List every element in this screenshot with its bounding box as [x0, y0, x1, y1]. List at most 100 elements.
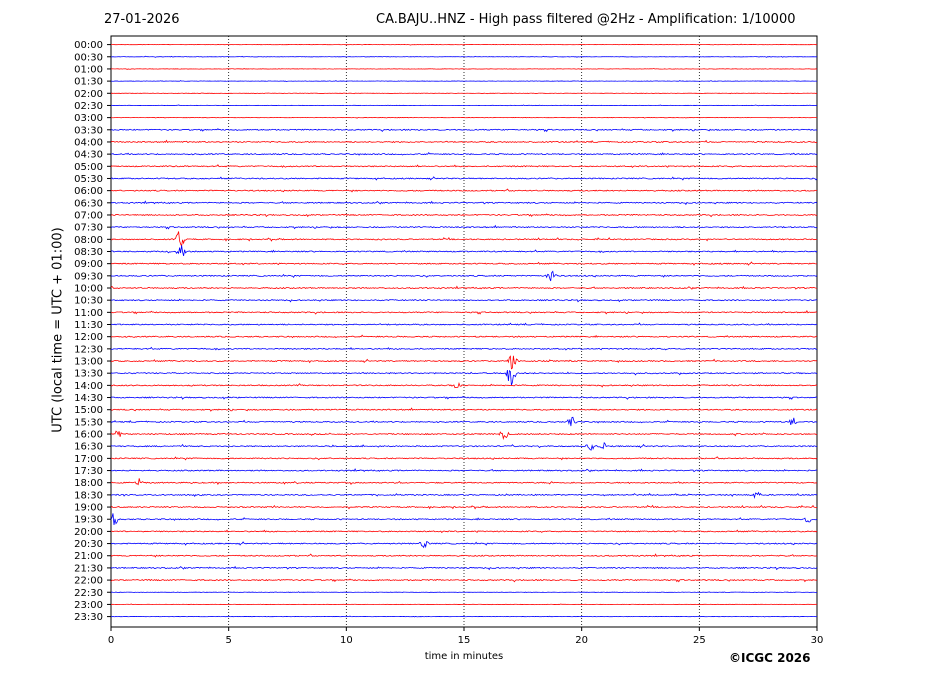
- trace-0530: [110, 176, 818, 181]
- y-tick-label: 20:30: [74, 539, 103, 550]
- trace-0200: [110, 92, 818, 95]
- y-tick-label: 14:00: [74, 381, 103, 392]
- y-tick-label: 00:30: [74, 52, 103, 63]
- trace-1630: [110, 441, 818, 451]
- y-tick-label: 10:00: [74, 284, 103, 295]
- y-tick-label: 16:30: [74, 442, 103, 453]
- trace-1030: [110, 298, 818, 303]
- trace-2200: [110, 578, 818, 583]
- y-tick-label: 00:00: [74, 40, 103, 51]
- y-tick-label: 15:00: [74, 405, 103, 416]
- y-tick-label: 16:00: [74, 430, 103, 441]
- trace-1130: [110, 322, 818, 326]
- trace-0830: [110, 245, 818, 256]
- y-tick-label: 01:30: [74, 77, 103, 88]
- y-tick-label: 08:30: [74, 247, 103, 258]
- y-tick-label: 01:00: [74, 64, 103, 75]
- y-tick-label: 06:00: [74, 186, 103, 197]
- trace-0600: [110, 188, 818, 193]
- y-tick-label: 12:30: [74, 344, 103, 355]
- trace-1300: [110, 355, 818, 370]
- y-tick-label: 17:30: [74, 466, 103, 477]
- trace-2100: [110, 553, 818, 558]
- trace-0630: [110, 200, 818, 206]
- trace-1330: [110, 370, 818, 386]
- trace-0900: [110, 261, 818, 266]
- trace-1200: [110, 334, 818, 339]
- trace-0430: [110, 152, 818, 156]
- y-tick-label: 05:00: [74, 162, 103, 173]
- trace-0700: [110, 213, 818, 218]
- y-tick-label: 23:30: [74, 612, 103, 623]
- trace-1600: [110, 430, 818, 441]
- y-tick-label: 11:00: [74, 308, 103, 319]
- y-tick-label: 04:30: [74, 150, 103, 161]
- date-label: 27-01-2026: [104, 12, 180, 27]
- y-tick-label: 04:00: [74, 137, 103, 148]
- chart-title: CA.BAJU..HNZ - High pass filtered @2Hz -…: [376, 12, 796, 27]
- y-tick-label: 21:00: [74, 551, 103, 562]
- y-tick-label: 13:00: [74, 357, 103, 368]
- y-tick-label: 18:30: [74, 490, 103, 501]
- y-tick-label: 02:00: [74, 89, 103, 100]
- y-tick-label: 18:00: [74, 478, 103, 489]
- trace-1900: [110, 504, 818, 510]
- trace-0230: [110, 104, 818, 107]
- x-tick-label: 0: [108, 635, 114, 646]
- trace-1830: [110, 491, 818, 500]
- y-tick-label: 10:30: [74, 296, 103, 307]
- x-tick-label: 25: [693, 635, 706, 646]
- trace-1700: [110, 456, 818, 461]
- trace-0400: [110, 139, 818, 144]
- trace-1730: [110, 468, 818, 473]
- y-tick-label: 12:00: [74, 332, 103, 343]
- trace-2330: [110, 615, 818, 618]
- copyright: ©ICGC 2026: [729, 651, 811, 665]
- y-tick-label: 19:30: [74, 515, 103, 526]
- trace-1800: [110, 478, 818, 486]
- y-tick-label: 05:30: [74, 174, 103, 185]
- trace-0500: [110, 164, 818, 168]
- y-tick-label: 23:00: [74, 600, 103, 611]
- y-tick-label: 07:30: [74, 223, 103, 234]
- y-tick-label: 07:00: [74, 210, 103, 221]
- y-tick-label: 03:30: [74, 125, 103, 136]
- trace-0000: [111, 43, 817, 46]
- y-tick-label: 19:00: [74, 503, 103, 514]
- trace-1500: [110, 407, 818, 412]
- y-tick-label: 22:00: [74, 576, 103, 587]
- y-tick-label: 20:00: [74, 527, 103, 538]
- trace-2130: [110, 565, 818, 571]
- trace-2230: [110, 591, 818, 594]
- trace-0800: [110, 231, 818, 248]
- y-tick-label: 11:30: [74, 320, 103, 331]
- y-tick-label: 17:00: [74, 454, 103, 465]
- trace-0930: [110, 270, 818, 282]
- y-tick-label: 03:00: [74, 113, 103, 124]
- trace-0100: [110, 68, 818, 70]
- trace-1400: [110, 381, 818, 389]
- trace-2300: [110, 603, 818, 606]
- x-tick-label: 5: [225, 635, 231, 646]
- trace-1230: [110, 346, 818, 351]
- trace-0300: [110, 116, 818, 119]
- y-tick-label: 13:30: [74, 369, 103, 380]
- trace-2030: [110, 540, 818, 549]
- trace-1000: [110, 285, 818, 290]
- x-tick-label: 20: [575, 635, 588, 646]
- trace-1930: [110, 513, 818, 525]
- x-tick-label: 15: [458, 635, 471, 646]
- y-tick-label: 15:30: [74, 417, 103, 428]
- y-tick-label: 09:00: [74, 259, 103, 270]
- y-tick-label: 06:30: [74, 198, 103, 209]
- plot-frame: [110, 35, 818, 628]
- y-tick-label: 21:30: [74, 563, 103, 574]
- trace-0330: [110, 128, 818, 133]
- y-tick-label: 09:30: [74, 271, 103, 282]
- trace-0030: [110, 55, 818, 58]
- x-tick-label: 30: [811, 635, 824, 646]
- y-tick-label: 02:30: [74, 101, 103, 112]
- trace-1430: [110, 395, 818, 400]
- trace-0730: [110, 224, 818, 230]
